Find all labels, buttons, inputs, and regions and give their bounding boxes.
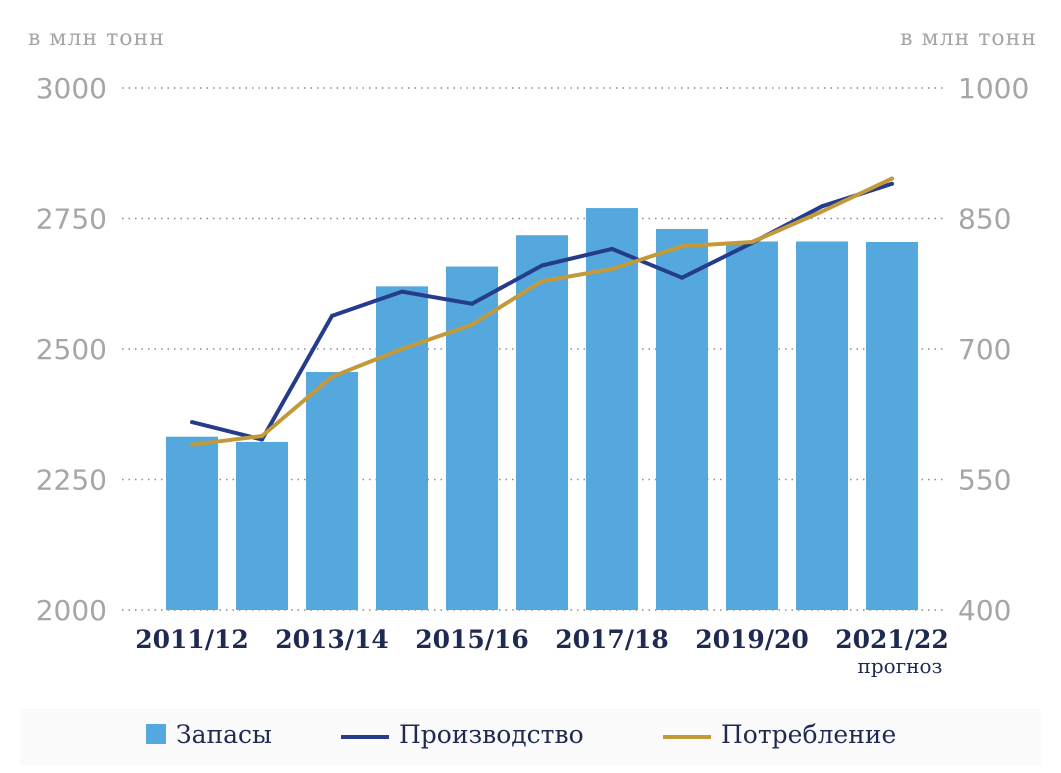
series-point-1-2017/18 bbox=[610, 246, 614, 251]
series-point-2-2012/13 bbox=[260, 434, 264, 438]
series-point-1-2016/17 bbox=[540, 263, 544, 268]
legend-background bbox=[20, 708, 1041, 766]
series-point-2-2016/17 bbox=[540, 279, 544, 284]
bar-2020/21 bbox=[796, 241, 848, 610]
legend-swatch-1 bbox=[146, 724, 166, 744]
right-tick-label: 700 bbox=[958, 333, 1011, 366]
series-point-1-2011/12 bbox=[190, 420, 194, 425]
right-tick-label: 400 bbox=[958, 594, 1011, 627]
left-axis-unit: в млн тонн bbox=[28, 26, 165, 51]
right-tick-label: 1000 bbox=[958, 72, 1029, 105]
x-tick-label: 2021/22 bbox=[835, 625, 949, 654]
bar-2011/12 bbox=[166, 436, 218, 610]
bar-2012/13 bbox=[236, 441, 288, 610]
left-tick-label: 2250 bbox=[36, 464, 107, 497]
bar-2019/20 bbox=[726, 241, 778, 610]
series-point-2-2019/20 bbox=[750, 240, 754, 244]
lines bbox=[190, 176, 894, 447]
right-axis: 400 550 700 850 1000 bbox=[958, 72, 1029, 627]
series-point-2-2018/19 bbox=[680, 244, 684, 249]
series-point-2-2020/21 bbox=[820, 209, 824, 214]
x-tick-label: 2015/16 bbox=[415, 625, 529, 654]
right-tick-label: 550 bbox=[958, 464, 1011, 497]
legend-label-2: Производство bbox=[399, 720, 584, 749]
series-point-1-2012/13 bbox=[260, 437, 264, 442]
x-tick-sublabel: прогноз bbox=[858, 654, 943, 678]
bar-2017/18 bbox=[586, 208, 638, 610]
bar-2021/22 bbox=[866, 241, 918, 611]
series-point-1-2021/22 bbox=[890, 181, 894, 186]
left-tick-label: 2000 bbox=[36, 594, 107, 627]
left-tick-label: 2750 bbox=[36, 203, 107, 236]
x-tick-label: 2011/12 bbox=[135, 625, 249, 654]
series-point-1-2014/15 bbox=[400, 289, 404, 294]
left-tick-label: 3000 bbox=[36, 72, 107, 105]
bar-2016/17 bbox=[516, 235, 568, 611]
series-point-1-2015/16 bbox=[470, 301, 474, 306]
bar-2013/14 bbox=[306, 371, 358, 610]
series-point-2-2015/16 bbox=[470, 322, 474, 327]
series-point-2-2013/14 bbox=[330, 374, 334, 379]
legend: Запасы Производство Потребление bbox=[146, 720, 896, 749]
legend-label-1: Запасы bbox=[176, 720, 272, 749]
series-point-2-2017/18 bbox=[610, 267, 614, 271]
x-tick-label: 2017/18 bbox=[555, 625, 669, 654]
bar-2018/19 bbox=[656, 228, 708, 610]
left-axis: 2000 2250 2500 2750 3000 bbox=[36, 72, 107, 627]
x-tick-label: 2019/20 bbox=[695, 625, 809, 654]
legend-label-3: Потребление bbox=[721, 720, 896, 749]
bar-2014/15 bbox=[376, 286, 428, 610]
series-point-1-2013/14 bbox=[330, 313, 334, 318]
bar-2015/16 bbox=[446, 266, 498, 610]
series-point-1-2020/21 bbox=[820, 204, 824, 209]
bars bbox=[166, 208, 918, 611]
series-point-2-2011/12 bbox=[190, 442, 194, 447]
right-tick-label: 850 bbox=[958, 203, 1011, 236]
series-point-2-2021/22 bbox=[890, 176, 894, 181]
series-point-1-2018/19 bbox=[680, 275, 684, 280]
left-tick-label: 2500 bbox=[36, 333, 107, 366]
right-axis-unit: в млн тонн bbox=[900, 26, 1037, 51]
series-point-2-2014/15 bbox=[400, 347, 404, 351]
x-axis: 2011/12 2013/14 2015/16 2017/18 2019/20 2021/… bbox=[135, 625, 949, 678]
x-tick-label: 2013/14 bbox=[275, 625, 389, 654]
